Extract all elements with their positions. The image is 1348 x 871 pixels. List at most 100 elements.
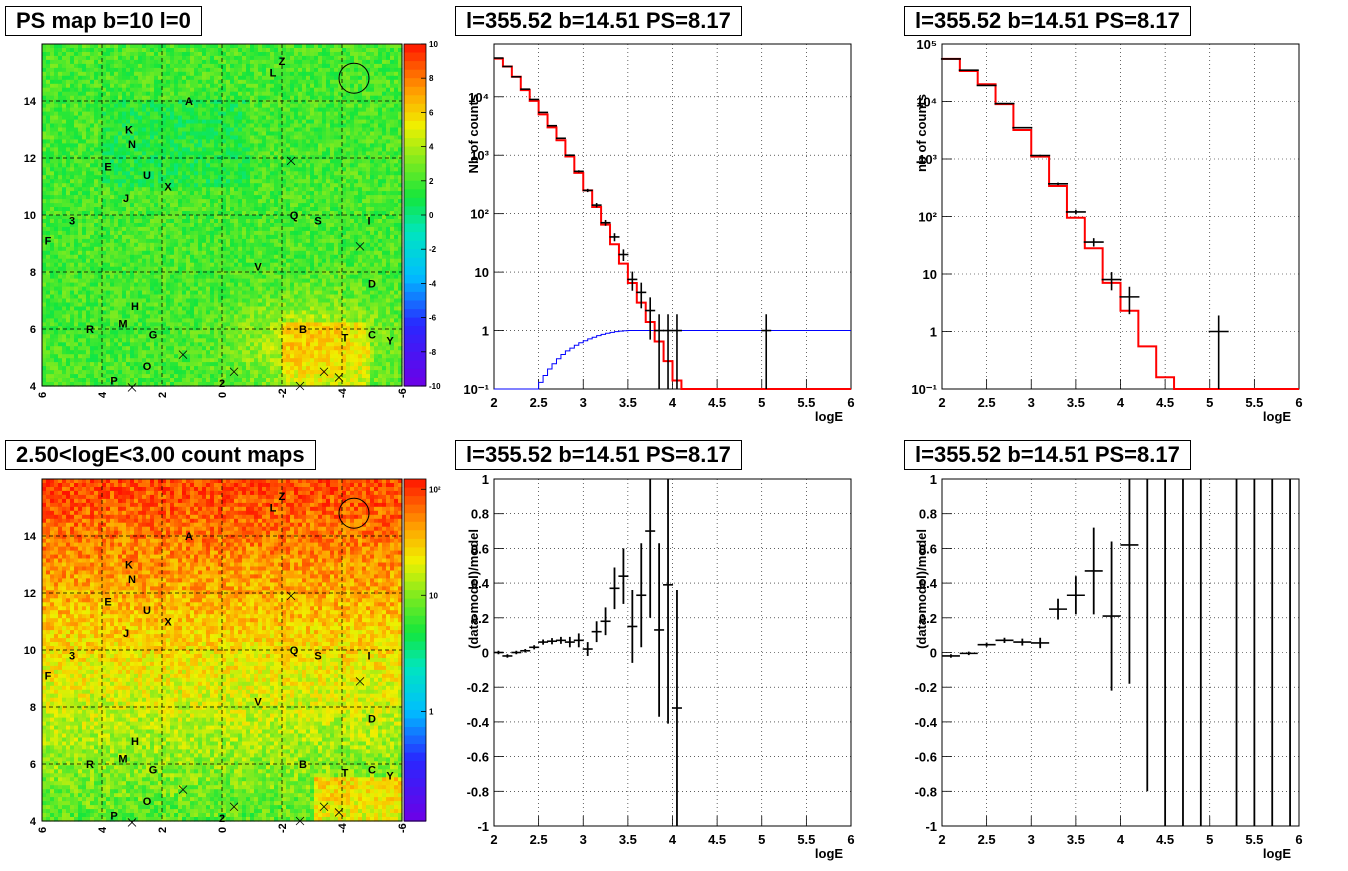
- ps-map-pixel: [126, 131, 131, 137]
- ps-map-pixel: [234, 334, 239, 339]
- ps-map-pixel: [138, 171, 143, 176]
- ps-map-pixel: [222, 131, 227, 137]
- ps-map-pixel: [266, 306, 271, 312]
- ps-map-pixel: [90, 123, 95, 129]
- ps-map-pixel: [214, 286, 219, 292]
- ps-map-pixel: [230, 294, 235, 300]
- ps-map-pixel: [254, 171, 259, 176]
- ps-map-pixel: [50, 294, 55, 300]
- ps-map-pixel: [122, 250, 127, 256]
- ps-map-pixel: [150, 294, 155, 300]
- ps-map-pixel: [190, 342, 195, 347]
- ps-map-pixel: [98, 382, 103, 387]
- ps-map-pixel: [158, 195, 163, 200]
- ps-map-pixel: [218, 318, 223, 323]
- ps-map-pixel: [194, 143, 199, 148]
- ps-map-pixel: [170, 147, 175, 152]
- ps-map-pixel: [86, 87, 91, 93]
- ps-map-pixel: [218, 274, 223, 280]
- ps-map-pixel: [178, 195, 183, 200]
- ps-map-pixel: [150, 226, 155, 232]
- ps-map-pixel: [154, 123, 159, 129]
- ps-map-pixel: [234, 83, 239, 89]
- ps-map-pixel: [250, 59, 255, 65]
- ps-map-pixel: [98, 362, 103, 367]
- ps-map-pixel: [74, 246, 79, 252]
- ps-map-pixel: [130, 230, 135, 236]
- ps-map-pixel: [178, 115, 183, 121]
- ps-map-pixel: [126, 95, 131, 101]
- ps-map-pixel: [58, 242, 63, 248]
- ps-map-pixel: [118, 234, 123, 240]
- ps-map-pixel: [182, 250, 187, 256]
- ps-map-pixel: [242, 111, 247, 117]
- ps-map-pixel: [126, 55, 131, 61]
- ps-map-pixel: [138, 71, 143, 77]
- ps-map-pixel: [218, 163, 223, 168]
- ps-map-pixel: [130, 270, 135, 276]
- ps-map-pixel: [130, 44, 135, 49]
- ps-map-pixel: [90, 338, 95, 343]
- ps-map-pixel: [150, 71, 155, 77]
- ps-map-pixel: [82, 306, 87, 312]
- ps-map-pixel: [170, 290, 175, 296]
- ps-map-pixel: [210, 115, 215, 121]
- ps-map-pixel: [266, 179, 271, 184]
- ps-map-pixel: [50, 358, 55, 363]
- ps-map-pixel: [114, 326, 119, 331]
- ps-map-pixel: [246, 238, 251, 244]
- ps-map-pixel: [86, 274, 91, 280]
- ps-map-pixel: [74, 274, 79, 280]
- ps-map-pixel: [142, 342, 147, 347]
- ps-map-pixel: [90, 103, 95, 109]
- ps-map-pixel: [242, 135, 247, 141]
- ps-map-pixel: [138, 374, 143, 379]
- ps-map-pixel: [174, 318, 179, 323]
- ps-map-pixel: [54, 242, 59, 248]
- ps-map-pixel: [74, 179, 79, 184]
- ps-map-pixel: [94, 163, 99, 168]
- ps-map-pixel: [114, 143, 119, 148]
- ps-map-pixel: [258, 119, 263, 125]
- ps-map-pixel: [126, 246, 131, 252]
- ps-map-pixel: [166, 346, 171, 351]
- ps-map-pixel: [266, 286, 271, 292]
- ps-map-pixel: [190, 52, 195, 57]
- ps-map-pixel: [86, 234, 91, 240]
- ps-map-pixel: [234, 314, 239, 319]
- ps-map-pixel: [206, 143, 211, 148]
- ps-map-pixel: [250, 67, 255, 73]
- ps-map-pixel: [50, 370, 55, 375]
- ps-map-pixel: [90, 306, 95, 312]
- ps-map-pixel: [202, 159, 207, 164]
- ps-map-pixel: [62, 183, 67, 188]
- ps-map-pixel: [270, 91, 275, 97]
- ps-map-pixel: [218, 266, 223, 272]
- ps-map-pixel: [74, 242, 79, 248]
- ps-map-pixel: [50, 215, 55, 220]
- ps-map-pixel: [226, 362, 231, 367]
- ps-map-pixel: [154, 258, 159, 264]
- ps-map-pixel: [170, 99, 175, 105]
- ps-map-pixel: [230, 306, 235, 312]
- ps-map-pixel: [122, 111, 127, 117]
- ps-map-pixel: [206, 52, 211, 57]
- ps-map-pixel: [198, 159, 203, 164]
- ps-map-pixel: [70, 87, 75, 93]
- ps-map-pixel: [258, 195, 263, 200]
- ps-map-pixel: [122, 238, 127, 244]
- ps-map-pixel: [230, 55, 235, 61]
- ps-map-pixel: [186, 254, 191, 260]
- ps-map-pixel: [206, 298, 211, 304]
- ps-map-pixel: [250, 107, 255, 113]
- ps-map-pixel: [274, 44, 279, 49]
- ps-map-pixel: [234, 234, 239, 240]
- ps-map-pixel: [90, 79, 95, 85]
- ps-map-pixel: [262, 207, 267, 212]
- ps-map-pixel: [58, 378, 63, 383]
- ps-map-pixel: [122, 103, 127, 109]
- ps-map-pixel: [226, 115, 231, 121]
- ps-map-pixel: [62, 143, 67, 148]
- ps-map-pixel: [270, 223, 275, 228]
- ps-map-pixel: [270, 226, 275, 232]
